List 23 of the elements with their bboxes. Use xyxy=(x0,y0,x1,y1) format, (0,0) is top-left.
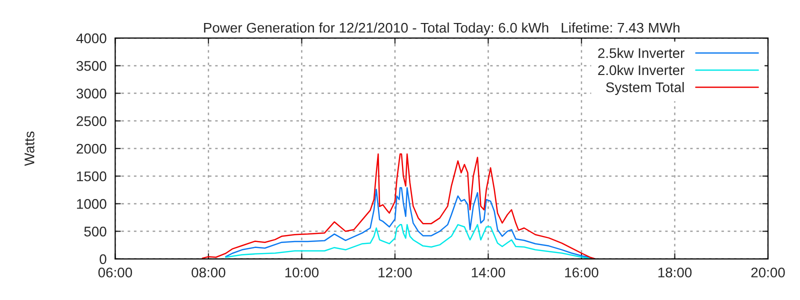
y-tick-label: 1500 xyxy=(77,171,106,182)
y-tick-label: 3500 xyxy=(76,61,106,71)
x-tick-label: 18:00 xyxy=(658,268,692,278)
x-tick-label: 20:00 xyxy=(751,268,785,278)
y-axis-title: Watts xyxy=(24,132,34,166)
x-tick-label: 08:00 xyxy=(192,268,226,278)
legend-label: System Total xyxy=(606,82,684,95)
y-tick-label: 1000 xyxy=(77,199,106,209)
x-tick-label: 06:00 xyxy=(98,268,132,278)
y-tick-label: 2000 xyxy=(76,144,106,154)
y-tick-label: 4000 xyxy=(76,33,106,44)
x-tick-label: 10:00 xyxy=(285,268,319,278)
x-tick-label: 14:00 xyxy=(472,268,506,278)
x-tick-label: 12:00 xyxy=(378,268,412,278)
line-series xyxy=(202,153,596,259)
chart-title: Power Generation for 12/21/2010 - Total Today: 6.0 kWh Lifetime: 7.43 MWh xyxy=(204,22,680,36)
x-tick-label: 16:00 xyxy=(565,268,598,278)
y-tick-label: 500 xyxy=(84,226,106,236)
legend-label: 2.5kw Inverter xyxy=(598,48,684,58)
y-tick-label: 2500 xyxy=(76,116,106,126)
y-tick-label: 3000 xyxy=(76,88,106,98)
y-tick-label: 0 xyxy=(100,254,106,264)
legend-label: 2.0kw Inverter xyxy=(598,64,684,76)
